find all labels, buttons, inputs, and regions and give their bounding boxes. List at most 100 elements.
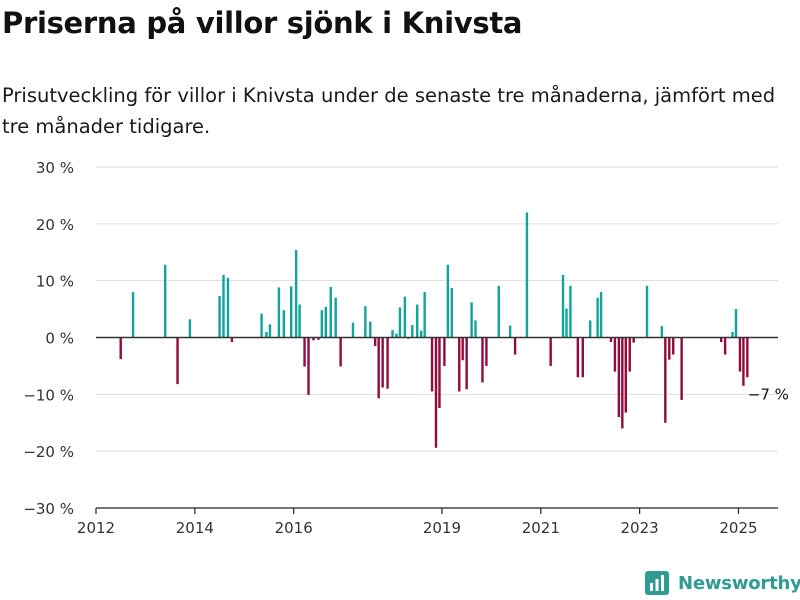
brand-name: Newsworthy [678, 572, 800, 594]
bar [324, 306, 327, 338]
bar [419, 330, 423, 338]
y-tick-label: 30 % [36, 159, 74, 177]
bar [188, 319, 192, 338]
bar [163, 264, 167, 338]
y-tick-label: 0 % [45, 330, 74, 348]
bar [660, 326, 664, 338]
chart-title: Priserna på villor sjönk i Knivsta [2, 6, 523, 40]
bar [119, 337, 122, 360]
annotations: −7 % [748, 385, 789, 403]
bar [569, 285, 572, 338]
bar [461, 337, 464, 361]
bar [624, 337, 627, 413]
bar [734, 309, 738, 338]
bar [386, 337, 389, 389]
bar [617, 337, 621, 418]
bar [277, 287, 281, 338]
bar [508, 325, 512, 338]
bar [298, 304, 301, 338]
bar [458, 337, 461, 392]
bar [719, 337, 723, 343]
bar [738, 337, 742, 372]
x-axis: 2012 2014 2016 2019 2021 2023 2025 [77, 507, 778, 537]
y-tick-label: −30 % [23, 500, 74, 518]
bar [549, 337, 552, 366]
x-tick-label: 2023 [621, 519, 659, 537]
x-tick-label: 2019 [423, 519, 461, 537]
bar [565, 308, 568, 338]
bar [303, 337, 306, 367]
bar [474, 320, 477, 338]
bar [664, 337, 667, 423]
bar [374, 337, 377, 347]
bar [561, 274, 565, 338]
y-axis-ticks: 30 % 20 % 10 % 0 % −10 % −20 % −30 % [23, 159, 74, 518]
last-value-label: −7 % [748, 385, 789, 403]
bar [381, 337, 384, 388]
bar [317, 337, 320, 340]
bar [369, 321, 372, 338]
bar [497, 285, 500, 338]
bar [680, 337, 683, 401]
x-tick-label: 2012 [77, 519, 115, 537]
bar [364, 306, 367, 338]
bar [282, 310, 285, 338]
bar [339, 337, 342, 367]
bar [398, 307, 402, 338]
bar [230, 337, 234, 343]
bar [307, 337, 310, 395]
bar [226, 277, 230, 338]
bar [131, 292, 135, 338]
x-tick-label: 2025 [719, 519, 757, 537]
bar [621, 337, 624, 429]
bar [391, 330, 394, 338]
bar [485, 337, 488, 366]
bar [294, 249, 298, 338]
bar [609, 337, 613, 343]
newsworthy-logo: Newsworthy [644, 570, 800, 596]
bar [438, 337, 441, 408]
bar [576, 337, 580, 378]
y-tick-label: 10 % [36, 273, 74, 291]
bar [403, 296, 407, 338]
bar [450, 288, 454, 338]
bar [377, 337, 380, 399]
bar [632, 337, 635, 343]
bar [434, 337, 438, 448]
bar [525, 212, 529, 338]
bar [320, 310, 324, 338]
bar [218, 296, 221, 338]
bar [672, 337, 675, 355]
bar [513, 337, 517, 355]
bar [222, 274, 225, 338]
bar [589, 320, 592, 338]
bar [176, 337, 179, 385]
x-tick-label: 2021 [522, 519, 560, 537]
bar [395, 333, 398, 338]
bar [581, 337, 584, 378]
bar [312, 337, 315, 341]
y-tick-label: −10 % [23, 386, 74, 404]
bar [329, 286, 332, 338]
bar [668, 337, 671, 360]
bar [446, 264, 450, 338]
newsworthy-logo-icon [645, 571, 669, 595]
bar [430, 337, 434, 392]
bar [411, 325, 414, 338]
bar [260, 313, 263, 338]
bar [265, 331, 268, 338]
chart-subtitle: Prisutveckling för villor i Knivsta unde… [2, 84, 776, 138]
bar [481, 337, 484, 383]
bar [596, 297, 599, 338]
bar [628, 337, 631, 372]
bars [119, 212, 749, 448]
bar [334, 297, 337, 338]
y-tick-label: 20 % [36, 216, 74, 234]
bar [290, 286, 293, 338]
bar [351, 322, 355, 338]
bar [268, 324, 272, 338]
bar [599, 292, 603, 338]
bar [443, 337, 446, 366]
bar [731, 331, 734, 338]
